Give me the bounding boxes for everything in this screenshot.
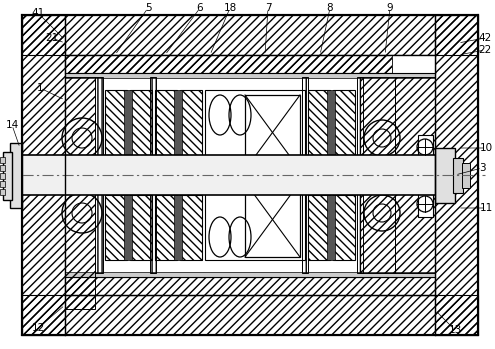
Bar [155,195,177,260]
Bar [435,15,478,335]
Bar [180,90,202,155]
Bar [205,90,305,175]
Bar [124,195,132,260]
Bar [22,155,455,195]
Bar [150,183,156,273]
Bar [65,272,435,277]
Bar [65,55,435,295]
Bar [392,55,435,73]
Bar [0,165,5,171]
Text: 1: 1 [37,83,44,93]
Bar [124,90,132,155]
Bar [105,90,127,155]
Bar [357,77,363,167]
Bar [0,181,5,187]
Bar [302,183,308,273]
Bar [333,195,355,260]
Bar [453,158,463,193]
Bar [155,90,177,155]
Text: 42: 42 [478,33,492,43]
Bar [360,77,395,273]
Text: 6: 6 [197,3,203,13]
Text: 10: 10 [480,143,493,153]
Bar [245,182,300,257]
Bar [333,90,355,155]
Bar [327,90,335,155]
Bar [150,77,156,167]
Text: 3: 3 [479,163,485,173]
Bar [22,15,478,55]
Bar [22,295,478,335]
Bar [174,90,182,155]
Bar [180,195,202,260]
Bar [105,195,127,260]
Bar [418,135,433,160]
Text: 21: 21 [46,33,58,43]
Bar [308,90,330,155]
Bar [65,273,435,277]
Bar [174,195,182,260]
Bar [95,183,103,273]
Bar [65,77,95,309]
Text: 8: 8 [327,3,333,13]
Bar [205,155,305,175]
Bar [327,195,335,260]
Bar [308,195,330,260]
Text: 14: 14 [5,120,19,130]
Bar [0,173,5,179]
Bar [22,15,65,335]
Bar [65,277,435,295]
Bar [130,195,152,260]
Bar [0,157,5,163]
Text: 41: 41 [31,8,45,18]
Bar [65,55,435,73]
Bar [3,152,12,200]
Text: 12: 12 [31,323,45,333]
Bar [245,95,300,170]
Text: 7: 7 [265,3,271,13]
Bar [65,73,435,78]
Bar [462,163,470,188]
Bar [65,73,435,77]
Bar [205,177,305,260]
Text: 11: 11 [479,203,493,213]
Text: 9: 9 [387,3,394,13]
Bar [435,148,455,203]
Text: 22: 22 [478,45,492,55]
Bar [418,192,433,217]
Bar [10,143,22,208]
Bar [65,55,392,73]
Text: 18: 18 [223,3,237,13]
Bar [95,77,103,167]
Bar [130,90,152,155]
Bar [0,189,5,195]
Bar [357,183,363,273]
Bar [395,77,435,273]
Text: 13: 13 [448,325,462,335]
Bar [65,158,435,180]
Text: 5: 5 [145,3,151,13]
Bar [302,77,308,167]
